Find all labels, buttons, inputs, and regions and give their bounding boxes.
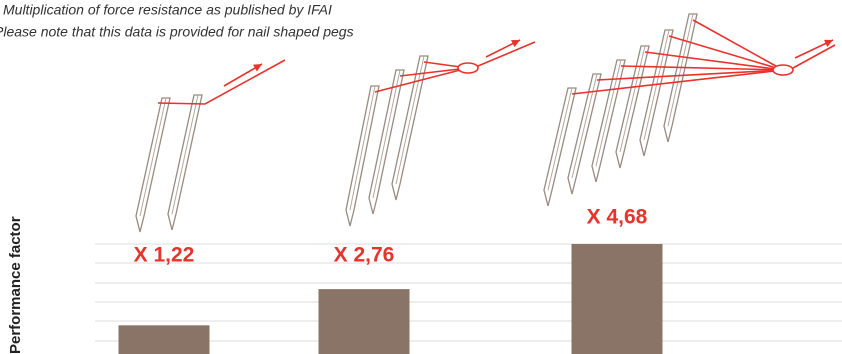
peg-illustrations <box>135 13 836 233</box>
peg-edge <box>139 97 167 217</box>
rope <box>477 41 536 67</box>
peg-edge <box>547 87 573 191</box>
peg <box>639 29 674 157</box>
peg <box>591 59 626 183</box>
peg <box>167 94 203 231</box>
rope <box>644 51 784 71</box>
ring <box>772 64 794 76</box>
arrow-head <box>824 39 833 48</box>
bar <box>571 244 663 354</box>
peg <box>615 45 650 169</box>
peg-edge <box>667 13 694 127</box>
arrow-head <box>511 40 520 48</box>
y-axis-label: Performance factor <box>7 216 24 354</box>
value-label: X 4,68 <box>587 206 648 229</box>
peg-edge <box>595 59 622 167</box>
peg <box>567 73 602 195</box>
peg-edge <box>372 69 401 199</box>
bar <box>318 289 410 354</box>
arrow-head <box>253 64 262 72</box>
rope <box>571 69 784 95</box>
grid <box>95 243 842 342</box>
rope <box>668 35 784 71</box>
peg <box>135 97 171 233</box>
rope <box>157 59 286 105</box>
ring <box>457 62 479 74</box>
chart-title: Multiplication of force resistance as pu… <box>3 2 332 18</box>
peg <box>543 87 577 207</box>
chart-subtitle: Please note that this data is provided f… <box>0 24 354 40</box>
peg-edge <box>349 85 376 211</box>
bar <box>118 325 210 354</box>
rope <box>399 67 469 77</box>
rope <box>620 65 784 71</box>
value-label: X 1,22 <box>134 244 195 267</box>
peg-edge <box>171 94 199 215</box>
rope <box>792 44 836 69</box>
rope <box>374 67 469 93</box>
peg <box>368 69 405 215</box>
peg-edge <box>619 45 646 153</box>
peg-edge <box>395 55 425 185</box>
rope <box>692 19 784 71</box>
peg <box>391 55 429 201</box>
value-label: X 2,76 <box>334 244 395 267</box>
peg <box>663 13 698 143</box>
rope <box>596 69 784 81</box>
